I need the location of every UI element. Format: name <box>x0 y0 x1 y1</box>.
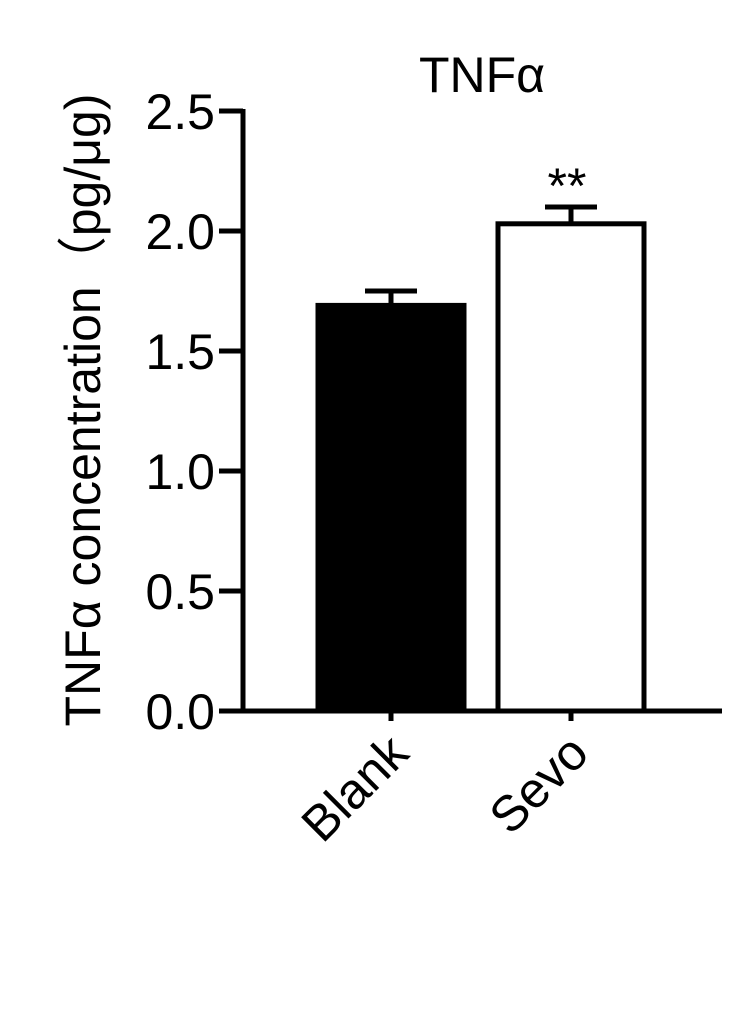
x-tick-label: Blank <box>291 723 420 852</box>
y-tick-label: 0.5 <box>145 564 215 620</box>
bar <box>495 221 647 714</box>
chart-title: TNFα <box>419 47 545 103</box>
y-tick-label: 2.0 <box>145 204 215 260</box>
y-axis-label: TNFα concentration（pg/μg) <box>55 94 111 727</box>
x-tick-label: Sevo <box>479 724 599 844</box>
significance-label: ** <box>548 158 587 214</box>
bar <box>315 302 467 714</box>
y-tick-label: 1.5 <box>145 324 215 380</box>
y-tick-label: 0.0 <box>145 684 215 740</box>
y-tick-label: 2.5 <box>145 84 215 140</box>
y-tick-label: 1.0 <box>145 444 215 500</box>
